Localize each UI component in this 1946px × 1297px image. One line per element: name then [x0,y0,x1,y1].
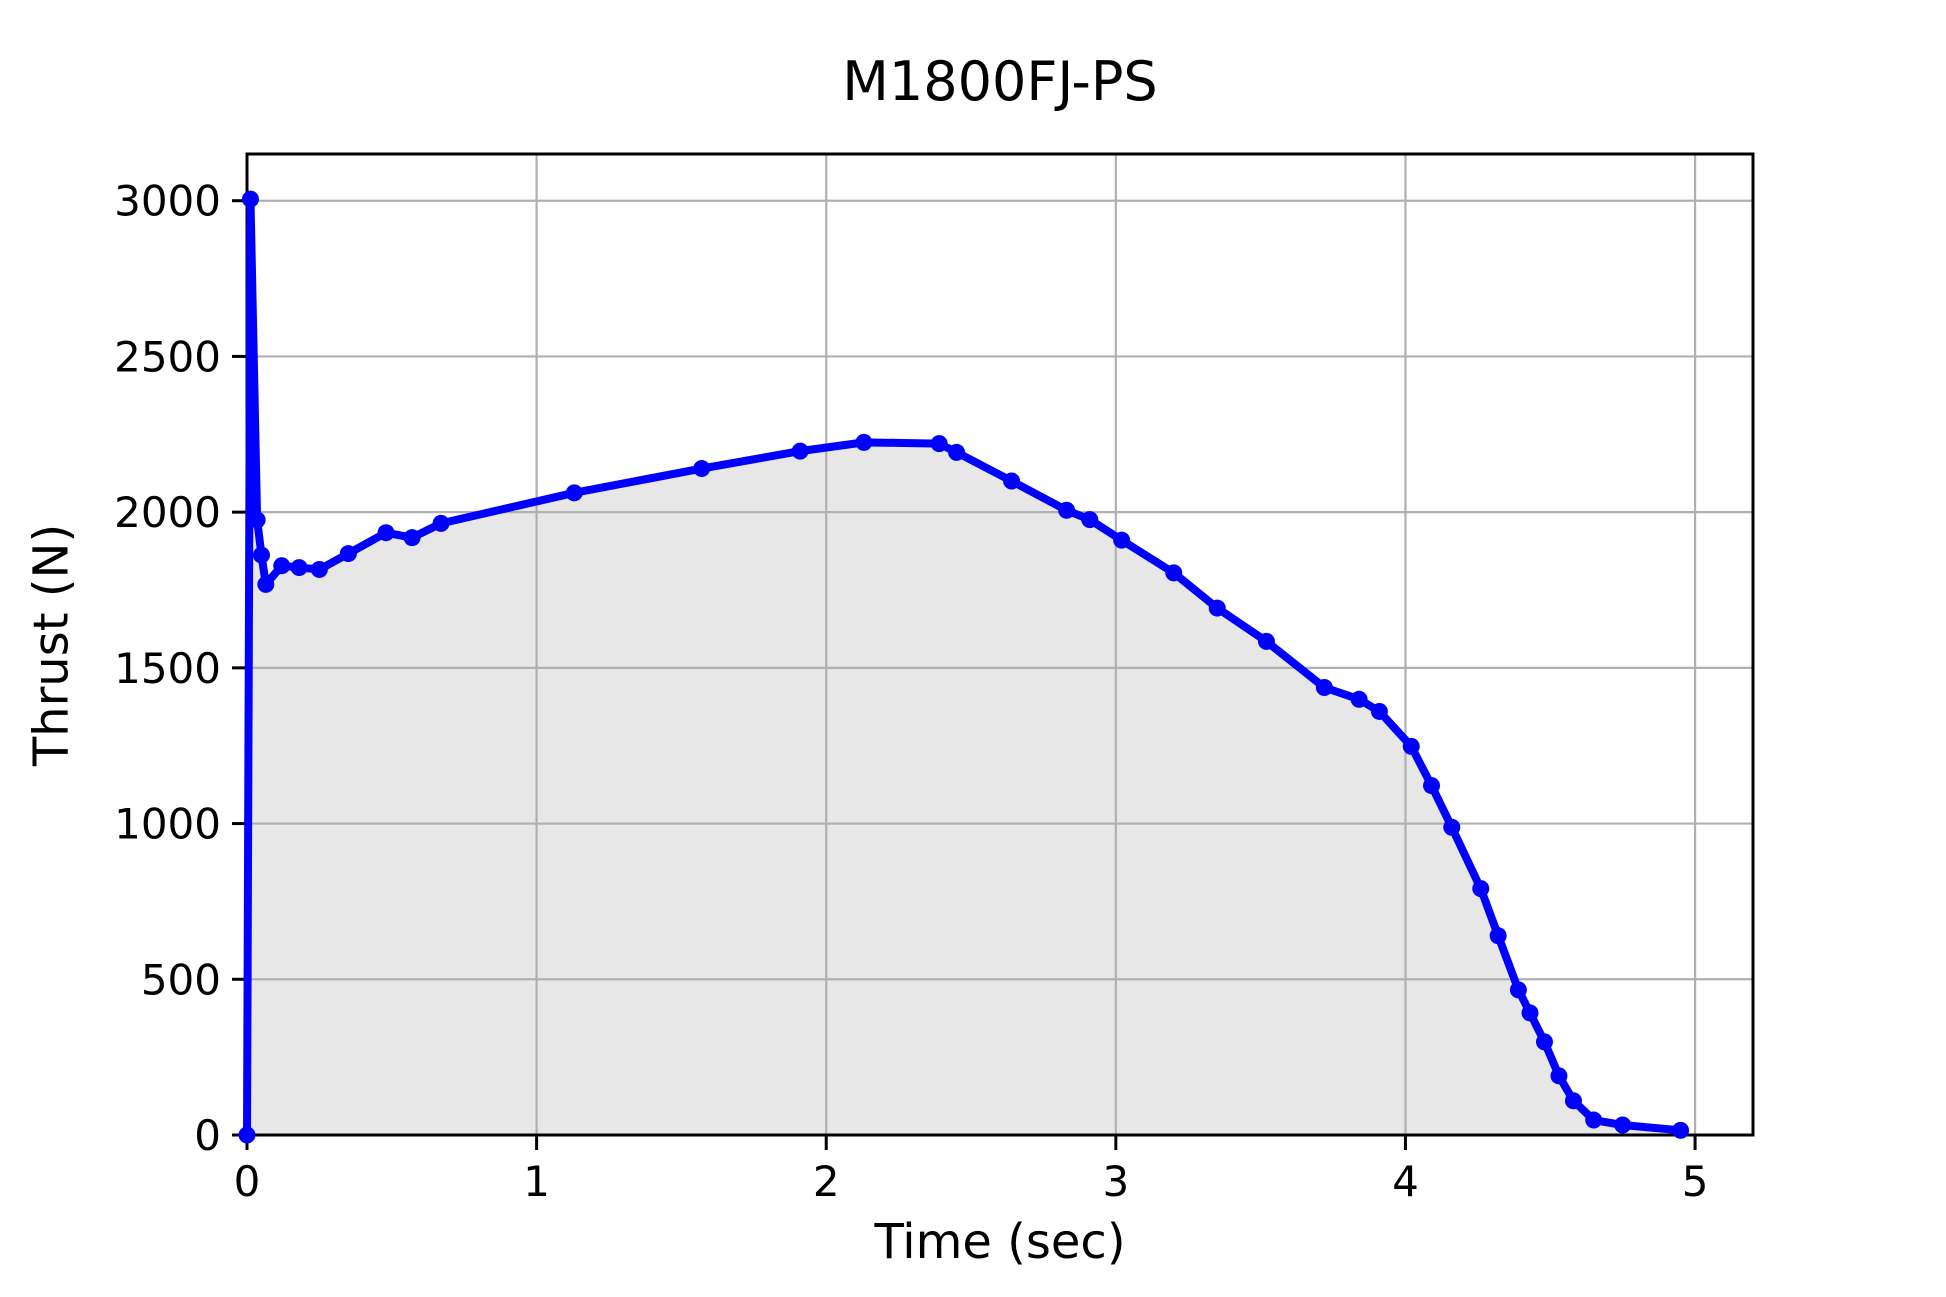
data-point-16 [930,435,948,453]
data-point-21 [1113,531,1131,549]
data-point-13 [693,460,711,478]
data-point-28 [1402,737,1420,755]
data-point-4 [257,575,275,593]
data-point-22 [1165,564,1183,582]
x-tick-label-4: 4 [1392,1157,1419,1206]
data-point-27 [1370,702,1388,720]
data-point-37 [1564,1092,1582,1110]
data-point-31 [1472,880,1490,898]
data-point-34 [1521,1004,1539,1022]
chart-title: M1800FJ-PS [842,50,1158,113]
data-point-17 [948,443,966,461]
data-point-35 [1535,1033,1553,1051]
data-point-29 [1423,777,1441,795]
y-tick-label-3: 1500 [114,644,221,693]
data-point-23 [1208,599,1226,617]
data-point-39 [1614,1116,1632,1134]
data-point-18 [1003,472,1021,490]
y-tick-label-2: 1000 [114,800,221,849]
data-point-36 [1550,1067,1568,1085]
data-point-38 [1585,1111,1603,1129]
x-tick-label-3: 3 [1102,1157,1129,1206]
data-point-33 [1509,981,1527,999]
y-tick-label-0: 0 [194,1111,221,1160]
data-point-40 [1672,1121,1690,1139]
y-tick-label-4: 2000 [114,488,221,537]
data-point-12 [565,484,583,502]
data-point-11 [432,514,450,532]
data-point-30 [1443,818,1461,836]
y-tick-label-5: 2500 [114,332,221,381]
x-tick-label-5: 5 [1682,1157,1709,1206]
data-point-20 [1081,511,1099,529]
y-tick-label-1: 500 [141,955,221,1004]
x-tick-label-1: 1 [523,1157,550,1206]
data-point-6 [290,559,308,577]
data-point-0 [238,1126,256,1144]
data-point-24 [1257,632,1275,650]
y-tick-label-6: 3000 [114,177,221,226]
data-point-15 [855,433,873,451]
data-point-32 [1489,927,1507,945]
data-point-14 [791,442,809,460]
x-tick-label-0: 0 [234,1157,261,1206]
data-point-25 [1315,678,1333,696]
data-point-7 [310,560,328,578]
y-axis-label: Thrust (N) [23,523,80,767]
data-point-3 [252,546,270,564]
data-point-10 [403,529,421,547]
data-point-5 [273,557,291,575]
data-point-8 [339,545,357,563]
data-point-9 [377,524,395,542]
data-point-2 [248,511,266,529]
data-point-1 [241,190,259,208]
data-point-19 [1058,501,1076,519]
x-axis-label: Time (sec) [874,1214,1126,1270]
x-tick-label-2: 2 [813,1157,840,1206]
data-point-26 [1350,690,1368,708]
